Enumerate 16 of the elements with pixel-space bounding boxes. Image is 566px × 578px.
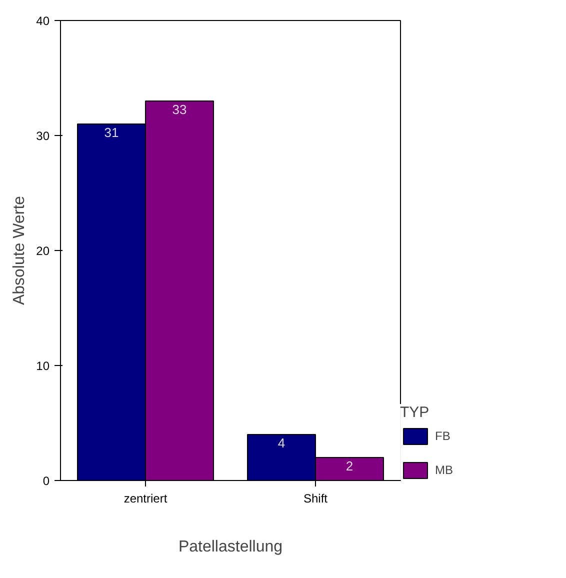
y-tick-label: 20 (36, 244, 50, 258)
y-axis-title: Absolute Werte (11, 196, 28, 306)
y-tick-label: 0 (42, 474, 50, 488)
legend-label: MB (435, 463, 454, 477)
y-tick-label: 40 (36, 14, 50, 28)
legend-label: FB (435, 429, 452, 443)
data-label: 31 (104, 125, 119, 140)
x-tick-label: Shift (303, 492, 328, 506)
y-tick-label: 10 (36, 359, 50, 373)
data-label: 33 (172, 102, 187, 117)
x-axis-title: Patellastellung (178, 538, 283, 556)
legend-title: TYP (400, 404, 430, 421)
x-tick-label: zentriert (124, 492, 168, 506)
data-label: 4 (278, 436, 286, 450)
y-tick-label: 30 (36, 129, 50, 143)
data-label: 2 (346, 458, 354, 474)
